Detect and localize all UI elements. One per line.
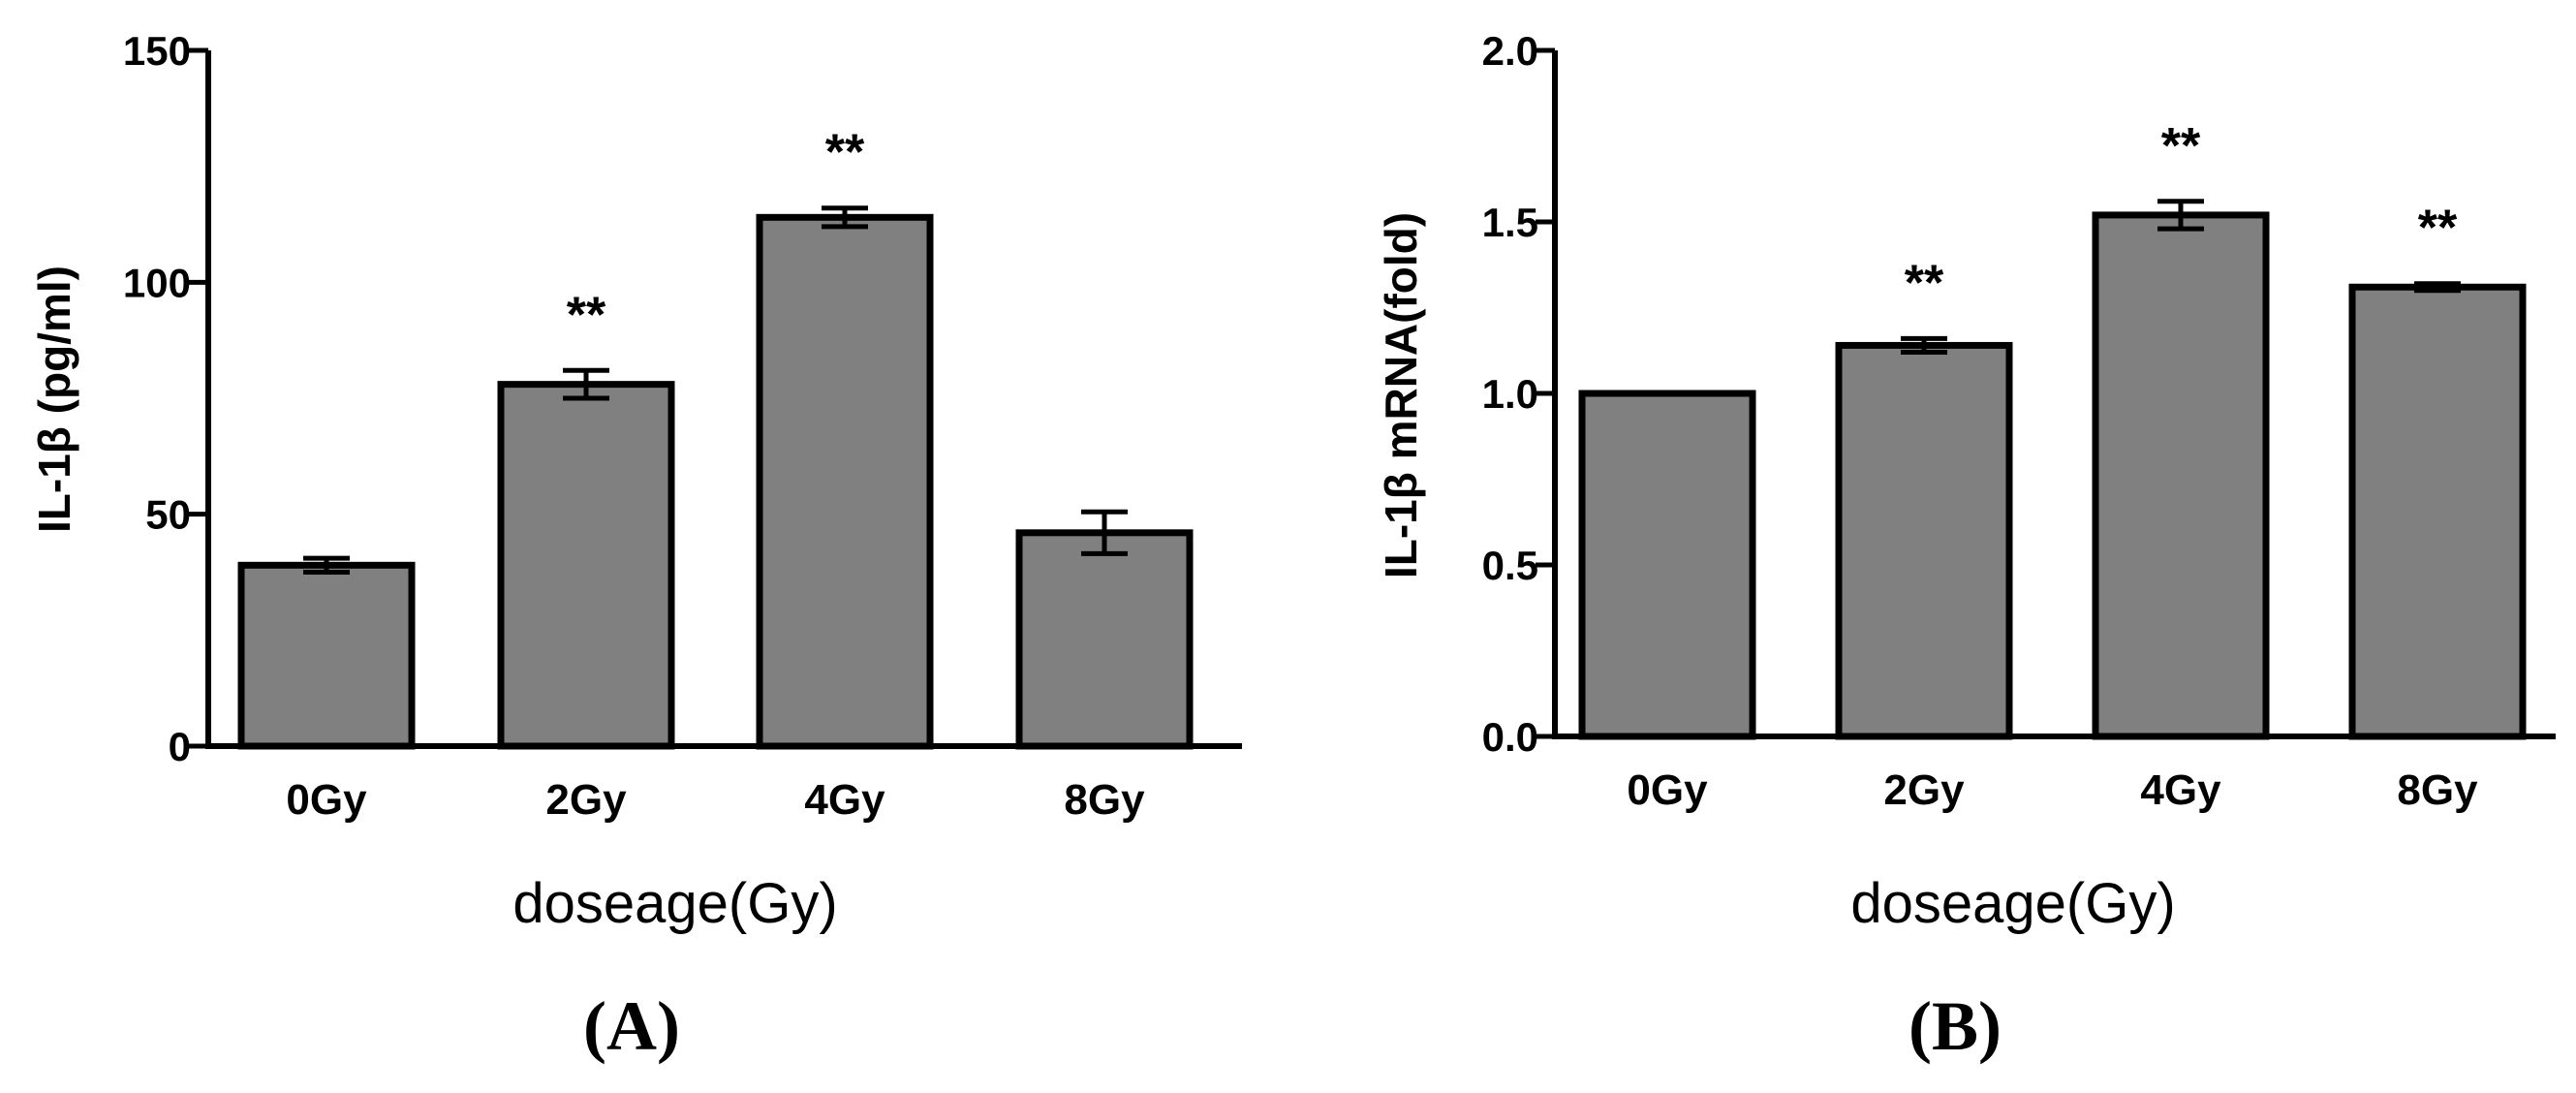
significance-marker: **	[2161, 118, 2201, 174]
x-tick-label: 2Gy	[1883, 766, 1965, 814]
panel-label: (B)	[1909, 987, 2002, 1065]
bar-2gy	[497, 381, 675, 750]
y-tick-label: 0.0	[1482, 714, 1538, 760]
x-tick-label: 8Gy	[2397, 766, 2478, 814]
y-axis-title: IL-1β (pg/ml)	[29, 265, 79, 533]
x-axis-title: doseage(Gy)	[512, 872, 837, 935]
x-tick-label: 0Gy	[1627, 766, 1708, 814]
y-tick-label: 0.5	[1482, 543, 1538, 588]
y-tick-label: 0	[169, 724, 191, 769]
bar-0gy	[237, 561, 416, 750]
x-axis-title: doseage(Gy)	[1850, 872, 2175, 935]
y-tick-label: 150	[123, 28, 191, 74]
y-tick-label: 100	[123, 260, 191, 305]
y-tick-label: 1.5	[1482, 200, 1538, 245]
x-tick-label: 0Gy	[286, 776, 367, 824]
y-tick-label: 2.0	[1482, 28, 1538, 74]
bar-4gy	[756, 213, 934, 750]
significance-marker: **	[1905, 255, 1944, 311]
bar-0gy	[1578, 390, 1756, 740]
bar-4gy	[2092, 211, 2270, 740]
x-tick-label: 2Gy	[545, 776, 627, 824]
significance-marker: **	[567, 287, 606, 343]
significance-marker: **	[825, 125, 865, 181]
chart-panel-a: IL-1β (pg/ml) doseage(Gy) (A) 0Gy ** 2Gy **…	[29, 28, 1242, 1065]
chart-panel-b: IL-1β mRNA(fold) doseage(Gy) (B) 0Gy ** 2G…	[1376, 28, 2556, 1065]
y-tick-label: 1.0	[1482, 371, 1538, 417]
x-tick-label: 8Gy	[1064, 776, 1145, 824]
y-tick-label: 50	[145, 492, 191, 538]
bar-2gy	[1835, 341, 2013, 740]
bar-8gy	[2348, 283, 2527, 740]
significance-marker: **	[2418, 201, 2458, 257]
x-tick-label: 4Gy	[804, 776, 885, 824]
x-tick-label: 4Gy	[2140, 766, 2221, 814]
panel-label: (A)	[583, 987, 680, 1065]
bar-8gy	[1015, 529, 1194, 750]
y-axis-title: IL-1β mRNA(fold)	[1376, 212, 1426, 578]
